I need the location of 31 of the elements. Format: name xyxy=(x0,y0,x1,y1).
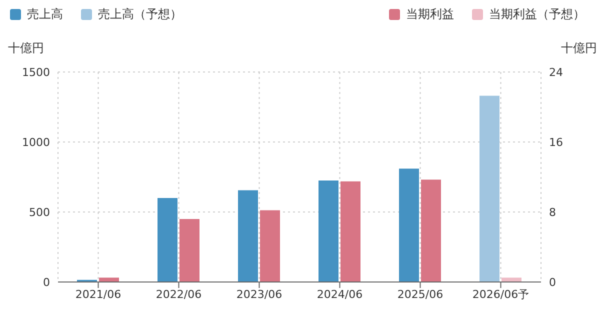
bar xyxy=(238,190,258,282)
y-tick-label: 500 xyxy=(29,206,50,219)
y-axis-title: 十億円 xyxy=(8,40,44,57)
bar xyxy=(99,278,119,282)
x-tick-label: 2025/06 xyxy=(397,288,444,301)
bar xyxy=(480,96,500,282)
y2-tick-label: 0 xyxy=(549,276,556,289)
y2-tick-label: 16 xyxy=(549,136,563,149)
legend-label: 当期利益（予想） xyxy=(489,6,585,23)
bar xyxy=(180,219,200,282)
bar xyxy=(340,181,360,282)
y2-tick-label: 8 xyxy=(549,206,556,219)
y2-axis-title: 十億円 xyxy=(561,40,597,57)
legend-label: 当期利益 xyxy=(406,6,454,23)
bar xyxy=(158,198,178,282)
bar xyxy=(421,180,441,282)
bar xyxy=(318,180,338,282)
x-tick-label: 2024/06 xyxy=(316,288,363,301)
y-tick-label: 1000 xyxy=(22,136,50,149)
x-tick-label: 2022/06 xyxy=(156,288,202,301)
bar xyxy=(502,278,522,282)
x-tick-label: 2026/06予 xyxy=(472,288,530,301)
y-tick-label: 0 xyxy=(43,276,50,289)
x-tick-label: 2023/06 xyxy=(236,288,282,301)
x-tick-label: 2021/06 xyxy=(75,288,122,301)
legend-label: 売上高 xyxy=(27,6,63,23)
legend-label: 売上高（予想） xyxy=(98,6,182,23)
y-tick-label: 1500 xyxy=(22,66,50,79)
bar xyxy=(260,210,280,282)
bar xyxy=(399,168,419,282)
y2-tick-label: 24 xyxy=(549,66,563,79)
